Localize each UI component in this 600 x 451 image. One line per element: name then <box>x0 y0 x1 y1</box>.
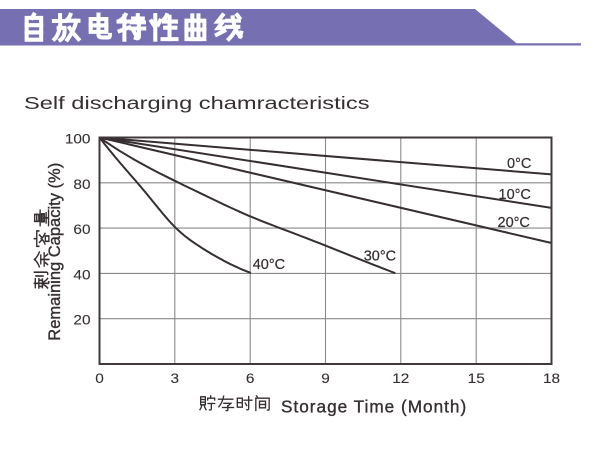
svg-text:Self discharging chamracterist: Self discharging chamracteristics <box>24 94 370 113</box>
svg-text:40°C: 40°C <box>253 257 285 273</box>
svg-text:10°C: 10°C <box>499 187 531 203</box>
svg-text:0°C: 0°C <box>507 156 531 172</box>
svg-text:100: 100 <box>65 132 91 147</box>
svg-text:60: 60 <box>73 223 90 238</box>
svg-text:6: 6 <box>246 372 255 387</box>
svg-text:0: 0 <box>95 372 104 387</box>
svg-text:12: 12 <box>392 372 409 387</box>
svg-text:9: 9 <box>321 372 330 387</box>
svg-text:18: 18 <box>543 372 560 387</box>
svg-text:15: 15 <box>468 372 485 387</box>
svg-text:20°C: 20°C <box>498 215 530 231</box>
svg-text:Storage Time (Month): Storage Time (Month) <box>281 397 467 417</box>
svg-text:3: 3 <box>171 372 180 387</box>
svg-text:30°C: 30°C <box>364 249 396 265</box>
svg-text:40: 40 <box>73 268 90 283</box>
svg-text:20: 20 <box>73 313 90 328</box>
svg-text:80: 80 <box>73 177 90 192</box>
svg-text:Remaining Capacity (%): Remaining Capacity (%) <box>46 163 64 341</box>
